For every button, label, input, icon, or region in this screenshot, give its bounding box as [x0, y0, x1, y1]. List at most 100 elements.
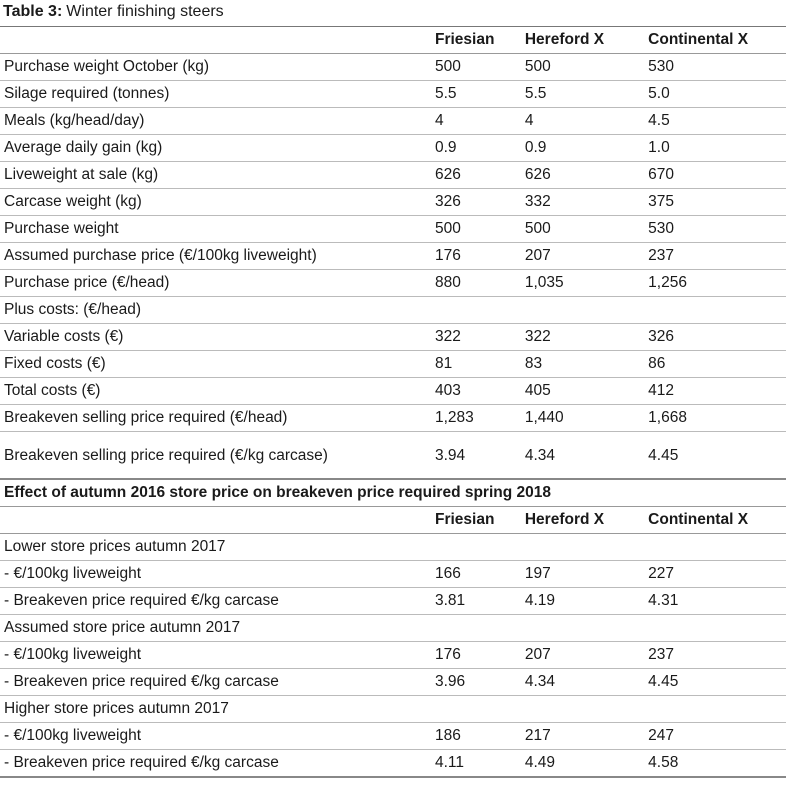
- row-label: Lower store prices autumn 2017: [0, 533, 431, 561]
- header-blank: [0, 26, 431, 54]
- row-label: Breakeven selling price required (€/kg c…: [0, 431, 431, 480]
- table-body: Friesian Hereford X Continental X Purchase …: [0, 26, 786, 778]
- table-row: Assumed purchase price (€/100kg liveweig…: [0, 242, 786, 270]
- row-label: - Breakeven price required €/kg carcase: [0, 749, 431, 778]
- cell: 4.45: [644, 668, 786, 696]
- row-label: Liveweight at sale (kg): [0, 161, 431, 189]
- table-row: - €/100kg liveweight 186 217 247: [0, 722, 786, 750]
- column-header: Hereford X: [520, 506, 645, 534]
- cell: 81: [431, 350, 521, 378]
- table-row: Breakeven selling price required (€/kg c…: [0, 431, 786, 480]
- row-label: Silage required (tonnes): [0, 80, 431, 108]
- cell: 197: [520, 560, 645, 588]
- row-label: Plus costs: (€/head): [0, 296, 431, 324]
- table-row: Average daily gain (kg) 0.9 0.9 1.0: [0, 134, 786, 162]
- cell: 0.9: [520, 134, 645, 162]
- table-row: Higher store prices autumn 2017: [0, 695, 786, 723]
- header-blank: [0, 506, 431, 534]
- cell: 403: [431, 377, 521, 405]
- row-label: - Breakeven price required €/kg carcase: [0, 587, 431, 615]
- table-row: Fixed costs (€) 81 83 86: [0, 350, 786, 378]
- cell: 247: [644, 722, 786, 750]
- cell: 326: [644, 323, 786, 351]
- title-label: Table 3:: [3, 3, 63, 20]
- cell: [520, 533, 645, 561]
- cell: 500: [431, 215, 521, 243]
- column-header: Friesian: [431, 26, 521, 54]
- cell: 176: [431, 641, 521, 669]
- table-row: Plus costs: (€/head): [0, 296, 786, 324]
- table-row: - €/100kg liveweight 176 207 237: [0, 641, 786, 669]
- cell: [431, 695, 521, 723]
- cell: 3.81: [431, 587, 521, 615]
- table-row: - Breakeven price required €/kg carcase 4…: [0, 749, 786, 778]
- row-label: Assumed purchase price (€/100kg liveweig…: [0, 242, 431, 270]
- cell: [431, 296, 521, 324]
- cell: [431, 614, 521, 642]
- table-row: Carcase weight (kg) 326 332 375: [0, 188, 786, 216]
- table-title: Table 3: Winter finishing steers: [0, 0, 790, 26]
- table-row: Lower store prices autumn 2017: [0, 533, 786, 561]
- section-row: Effect of autumn 2016 store price on bre…: [0, 478, 786, 507]
- cell: 405: [520, 377, 645, 405]
- cell: 4.5: [644, 107, 786, 135]
- cell: 5.5: [431, 80, 521, 108]
- cell: 500: [520, 215, 645, 243]
- column-header: Hereford X: [520, 26, 645, 54]
- row-label: - €/100kg liveweight: [0, 560, 431, 588]
- cell: 227: [644, 560, 786, 588]
- cell: 530: [644, 53, 786, 81]
- cell: 237: [644, 641, 786, 669]
- cell: [520, 614, 645, 642]
- cell: 626: [431, 161, 521, 189]
- cell: 0.9: [431, 134, 521, 162]
- cell: 500: [431, 53, 521, 81]
- cell: 3.96: [431, 668, 521, 696]
- header-row: Friesian Hereford X Continental X: [0, 506, 786, 534]
- table-row: Assumed store price autumn 2017: [0, 614, 786, 642]
- section-heading: Effect of autumn 2016 store price on bre…: [0, 478, 786, 507]
- table-row: Purchase weight October (kg) 500 500 530: [0, 53, 786, 81]
- cell: [520, 695, 645, 723]
- cell: 626: [520, 161, 645, 189]
- cell: 3.94: [431, 431, 521, 480]
- row-label: - €/100kg liveweight: [0, 722, 431, 750]
- cell: 500: [520, 53, 645, 81]
- data-table: Friesian Hereford X Continental X Purchase …: [0, 26, 786, 778]
- row-label: Carcase weight (kg): [0, 188, 431, 216]
- row-label: Purchase weight October (kg): [0, 53, 431, 81]
- table-row: - Breakeven price required €/kg carcase 3…: [0, 587, 786, 615]
- cell: 4.34: [520, 668, 645, 696]
- cell: [431, 533, 521, 561]
- row-label: Meals (kg/head/day): [0, 107, 431, 135]
- cell: 4.34: [520, 431, 645, 480]
- cell: 5.0: [644, 80, 786, 108]
- cell: 166: [431, 560, 521, 588]
- cell: 1.0: [644, 134, 786, 162]
- table-row: - Breakeven price required €/kg carcase 3…: [0, 668, 786, 696]
- column-header: Continental X: [644, 506, 786, 534]
- table-row: Breakeven selling price required (€/head…: [0, 404, 786, 432]
- row-label: - Breakeven price required €/kg carcase: [0, 668, 431, 696]
- cell: 322: [520, 323, 645, 351]
- cell: 1,283: [431, 404, 521, 432]
- cell: 4: [431, 107, 521, 135]
- row-label: - €/100kg liveweight: [0, 641, 431, 669]
- table-row: Silage required (tonnes) 5.5 5.5 5.0: [0, 80, 786, 108]
- column-header: Friesian: [431, 506, 521, 534]
- cell: 83: [520, 350, 645, 378]
- cell: 5.5: [520, 80, 645, 108]
- cell: 186: [431, 722, 521, 750]
- table-row: Meals (kg/head/day) 4 4 4.5: [0, 107, 786, 135]
- cell: [520, 296, 645, 324]
- cell: 4.31: [644, 587, 786, 615]
- cell: 4: [520, 107, 645, 135]
- cell: [644, 533, 786, 561]
- title-text: Winter finishing steers: [66, 3, 224, 20]
- cell: 4.45: [644, 431, 786, 480]
- cell: 217: [520, 722, 645, 750]
- row-label: Average daily gain (kg): [0, 134, 431, 162]
- cell: [644, 614, 786, 642]
- table-row: Purchase price (€/head) 880 1,035 1,256: [0, 269, 786, 297]
